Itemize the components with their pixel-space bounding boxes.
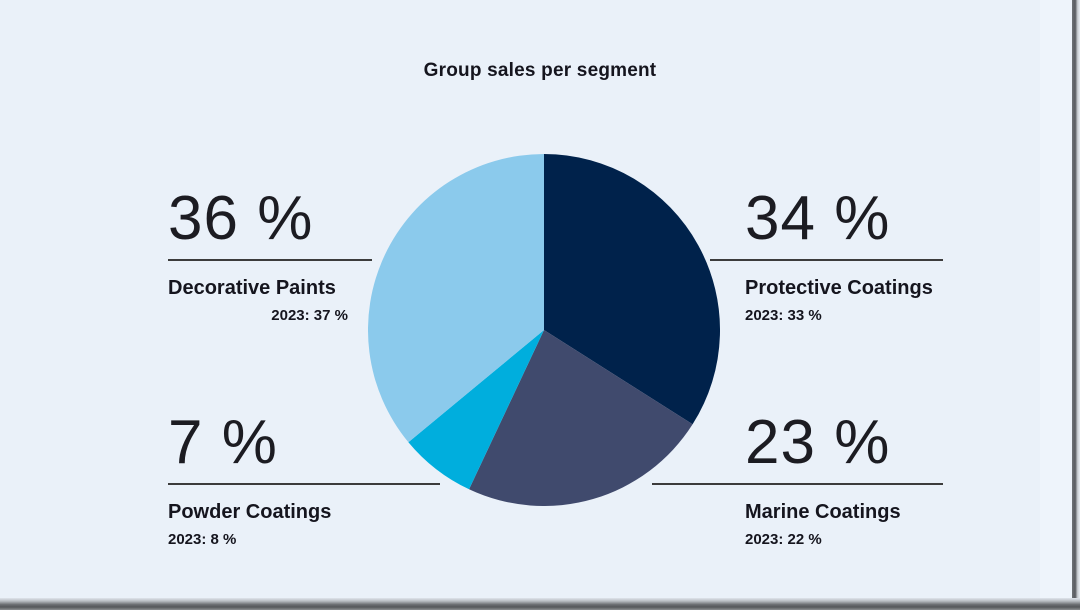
pie-slice-powder-coatings	[408, 330, 544, 490]
page-right-edge	[1072, 0, 1080, 600]
segment-label-marine-coatings: 23 % Marine Coatings 2023: 22 %	[652, 412, 943, 548]
divider-line	[652, 483, 943, 485]
segment-name: Protective Coatings	[745, 277, 933, 299]
chart-title: Group sales per segment	[423, 60, 657, 81]
segment-prior-year: 2023: 33 %	[745, 307, 822, 324]
segment-label-protective-coatings: 34 % Protective Coatings 2023: 33 %	[710, 188, 943, 324]
divider-line	[168, 259, 372, 261]
segment-label-decorative-paints: 36 % Decorative Paints 2023: 37 %	[168, 188, 372, 324]
segment-percent: 23 %	[745, 408, 891, 477]
divider-line	[710, 259, 943, 261]
segment-prior-year: 2023: 8 %	[168, 531, 237, 548]
segment-name: Decorative Paints	[168, 277, 336, 299]
pie-slice-decorative-paints	[367, 154, 544, 443]
divider-line	[168, 483, 440, 485]
segment-percent: 36 %	[168, 184, 314, 253]
pie-slice-protective-coatings	[544, 154, 721, 425]
segment-prior-year: 2023: 37 %	[271, 307, 348, 324]
segment-percent: 7 %	[168, 408, 278, 477]
page-right-margin-strip	[1040, 0, 1072, 600]
segment-name: Powder Coatings	[168, 501, 332, 523]
pie-slice-marine-coatings	[469, 330, 693, 507]
pie-svg	[367, 154, 721, 507]
segment-prior-year: 2023: 22 %	[745, 531, 822, 548]
pie-chart	[367, 154, 721, 507]
segment-percent: 34 %	[745, 184, 891, 253]
segment-label-powder-coatings: 7 % Powder Coatings 2023: 8 %	[168, 412, 440, 548]
page-bottom-edge	[0, 598, 1080, 610]
segment-name: Marine Coatings	[745, 501, 901, 523]
